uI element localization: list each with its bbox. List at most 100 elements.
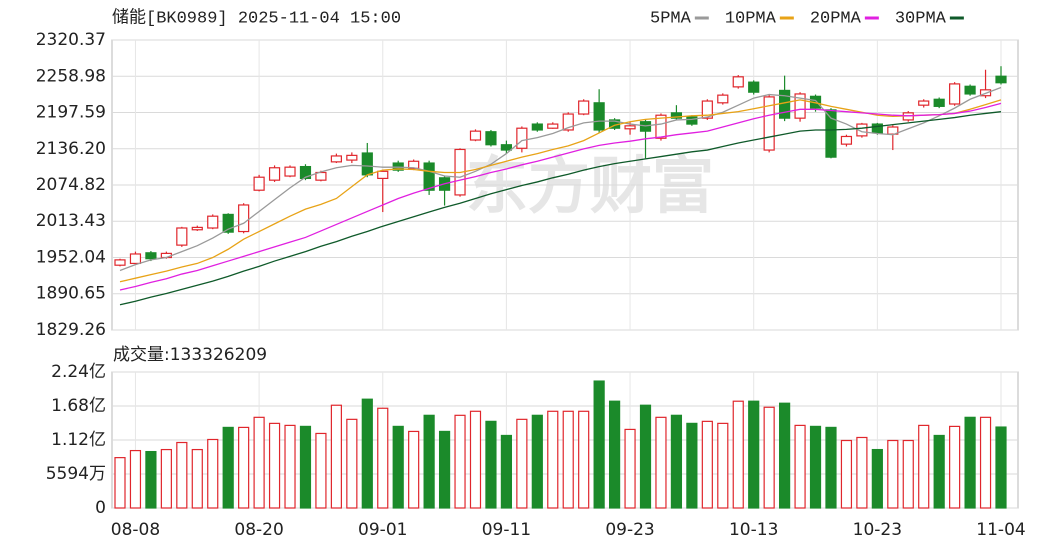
legend-label: 10PMA	[725, 9, 777, 28]
candle-body	[346, 154, 358, 161]
volume-bar	[624, 428, 636, 509]
candle-body	[330, 155, 342, 163]
candle-body	[176, 227, 188, 246]
x-tick-label: 11-04	[976, 520, 1025, 540]
volume-bar	[639, 404, 652, 509]
volume-bar	[361, 398, 373, 509]
candle-body	[717, 94, 729, 104]
volume-bar	[222, 426, 234, 509]
candle-body	[361, 152, 373, 176]
legend-label: 30PMA	[895, 9, 947, 28]
ma-line	[119, 111, 1002, 306]
candle-body	[763, 96, 775, 151]
legend-label: 20PMA	[810, 9, 862, 28]
volume-bar	[531, 414, 543, 509]
volume-bar	[578, 410, 590, 509]
candle-body	[284, 166, 296, 177]
x-tick-label: 09-23	[605, 520, 654, 540]
candle-body	[145, 252, 157, 260]
candle-body	[686, 116, 698, 125]
volume-bar	[856, 436, 868, 509]
volume-bar	[809, 425, 822, 509]
candle-body	[578, 100, 590, 115]
y-tick-label: 2.24亿	[51, 362, 106, 382]
volume-bar	[779, 402, 791, 509]
candle-body	[268, 167, 281, 181]
ma-line	[119, 102, 1002, 291]
candle-body	[748, 81, 760, 93]
candle-body	[531, 123, 543, 131]
x-tick-label: 08-08	[111, 520, 160, 540]
volume-bar	[701, 420, 713, 509]
y-tick-label: 1.12亿	[51, 430, 106, 450]
volume-bar	[438, 430, 451, 509]
candle-body	[624, 125, 636, 130]
volume-bar	[670, 414, 683, 509]
candle-body	[701, 100, 713, 119]
candle-body	[794, 93, 806, 119]
y-tick-label: 2320.37	[36, 30, 106, 50]
volume-bar	[315, 432, 327, 509]
volume-bar	[299, 425, 312, 509]
volume-bar	[918, 424, 930, 509]
volume-bar	[871, 448, 883, 509]
y-tick-label: 2197.59	[36, 103, 106, 123]
volume-bar	[423, 414, 435, 509]
volume-bar	[191, 448, 203, 509]
ma-line	[119, 86, 1002, 272]
volume-bar	[825, 426, 837, 509]
volume-bar	[949, 425, 961, 509]
y-tick-label: 2136.20	[36, 139, 106, 159]
volume-bar	[454, 414, 466, 509]
candle-body	[500, 144, 513, 151]
y-tick-label: 2074.82	[36, 175, 106, 195]
volume-bar	[593, 380, 605, 509]
candle-body	[840, 135, 853, 145]
candle-body	[670, 112, 683, 119]
x-tick-label: 09-11	[482, 520, 531, 540]
candle-body	[299, 165, 312, 179]
y-tick-label: 1952.04	[36, 247, 106, 267]
volume-title: 成交量:133326209	[113, 345, 267, 365]
volume-bar	[608, 400, 621, 509]
candle-body	[114, 259, 126, 266]
candle-body	[918, 100, 930, 106]
volume-bar	[129, 449, 142, 509]
y-tick-label: 2013.43	[36, 211, 106, 231]
volume-bar	[485, 420, 497, 509]
candle-body	[732, 76, 744, 88]
volume-bar	[516, 418, 528, 509]
candle-body	[933, 98, 945, 107]
volume-bar	[887, 439, 899, 509]
volume-bar	[717, 422, 729, 509]
candle-body	[655, 114, 667, 139]
candle-body	[964, 85, 976, 95]
candle-body	[485, 131, 497, 146]
candle-body	[562, 113, 574, 131]
volume-bar	[330, 404, 342, 509]
candle-body	[222, 213, 234, 233]
legend-label: 5PMA	[650, 9, 692, 28]
y-tick-label: 5594万	[46, 464, 106, 484]
volume-bar	[238, 426, 250, 509]
volume-bar	[268, 422, 281, 509]
x-tick-label: 10-13	[729, 520, 778, 540]
volume-bar	[902, 439, 914, 509]
volume-bar	[840, 439, 853, 509]
x-tick-label: 08-20	[234, 520, 283, 540]
y-tick-label: 1829.26	[36, 320, 106, 340]
volume-bar	[732, 400, 744, 509]
candle-body	[825, 109, 837, 158]
volume-bar	[176, 441, 188, 509]
candle-body	[779, 89, 791, 119]
volume-bar	[979, 416, 992, 509]
y-tick-label: 1890.65	[36, 284, 106, 304]
volume-bar	[933, 434, 945, 509]
volume-bar	[346, 418, 358, 509]
volume-bar	[562, 410, 574, 509]
volume-bar	[794, 424, 806, 509]
volume-bar	[547, 410, 559, 509]
y-tick-label: 2258.98	[36, 66, 106, 86]
